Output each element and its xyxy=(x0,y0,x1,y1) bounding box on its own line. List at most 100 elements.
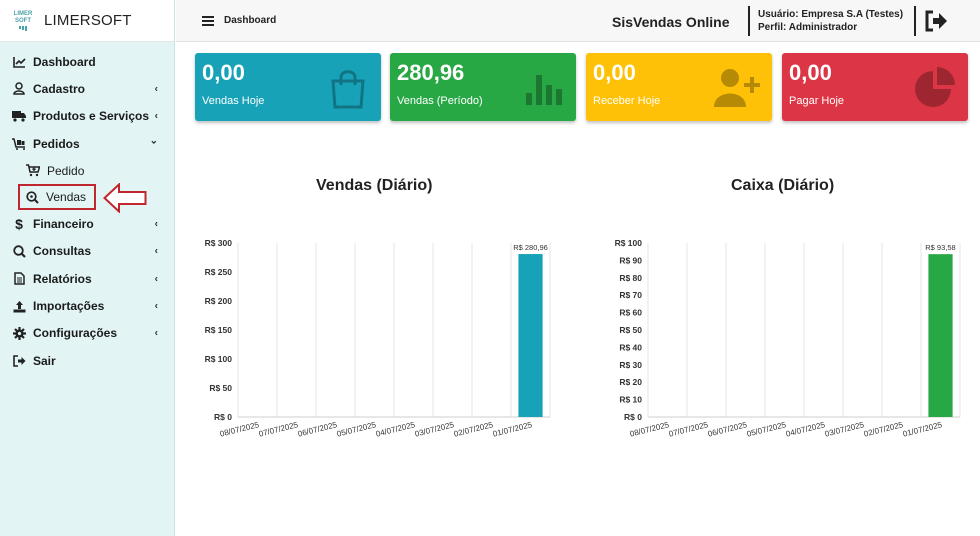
card-value: 280,96 xyxy=(397,60,465,85)
dollar-icon: $ xyxy=(15,216,23,233)
y-tick-label: R$ 200 xyxy=(205,296,233,306)
y-tick-label: R$ 40 xyxy=(619,342,642,352)
brand-logo: LIMER SOFT xyxy=(8,6,38,36)
chevron-left-icon: ‹ xyxy=(154,110,158,122)
y-tick-label: R$ 250 xyxy=(205,267,233,277)
card-label: Vendas Hoje xyxy=(202,95,265,107)
card-pagar-hoje[interactable]: 0,00 Pagar Hoje xyxy=(782,53,968,121)
sidebar-item-label: Financeiro xyxy=(33,217,94,232)
x-tick-label: 05/07/2025 xyxy=(336,420,378,439)
sidebar-item-configuracoes[interactable]: Configurações ‹ xyxy=(0,320,174,347)
chart-vendas-diario: R$ 0 R$ 50 R$ 100 R$ 150 R$ 200 R$ 250 R$ 300 0… xyxy=(205,238,551,439)
sidebar-item-relatorios[interactable]: Relatórios ‹ xyxy=(0,265,174,292)
sidebar-item-financeiro[interactable]: $ Financeiro ‹ xyxy=(0,210,174,237)
y-tick-label: R$ 0 xyxy=(214,412,232,422)
sidebar: LIMER SOFT LIMERSOFT Dashboard Cadastro … xyxy=(0,0,175,536)
user-icon xyxy=(12,82,26,96)
x-tick-label: 01/07/2025 xyxy=(492,420,534,439)
user-info: Usuário: Empresa S.A (Testes) Perfil: Ad… xyxy=(748,6,916,36)
brand[interactable]: LIMER SOFT LIMERSOFT xyxy=(0,0,174,42)
y-tick-label: R$ 90 xyxy=(619,255,642,265)
card-label: Pagar Hoje xyxy=(789,95,845,107)
upload-icon xyxy=(12,299,26,313)
sidebar-item-label: Produtos e Serviços xyxy=(33,109,150,124)
search-icon xyxy=(12,244,26,258)
shopping-bag-icon xyxy=(331,70,365,109)
x-tick-label: 08/07/2025 xyxy=(219,420,261,439)
chevron-left-icon: ‹ xyxy=(154,245,158,257)
sidebar-item-label: Consultas xyxy=(33,244,92,259)
user-name: Usuário: Empresa S.A (Testes) xyxy=(758,9,904,20)
sidebar-item-dashboard[interactable]: Dashboard xyxy=(0,48,174,75)
card-value: 0,00 xyxy=(202,60,245,85)
sidebar-item-label: Pedidos xyxy=(33,136,80,151)
y-tick-label: R$ 10 xyxy=(619,395,642,405)
brand-logo-text-top: LIMER xyxy=(13,10,33,17)
sidebar-item-consultas[interactable]: Consultas ‹ xyxy=(0,238,174,265)
y-tick-label: R$ 60 xyxy=(619,308,642,318)
chevron-left-icon: ‹ xyxy=(154,218,158,230)
x-tick-label: 08/07/2025 xyxy=(629,420,671,439)
truck-icon xyxy=(12,109,26,123)
brand-logo-text-bottom: SOFT xyxy=(15,17,31,24)
sidebar-item-label: Cadastro xyxy=(33,81,86,96)
gear-icon xyxy=(12,326,26,340)
x-tick-label: 07/07/2025 xyxy=(258,420,300,439)
chart-title-caixa: Caixa (Diário) xyxy=(731,177,835,194)
sidebar-item-sair[interactable]: Sair xyxy=(0,347,174,374)
sidebar-item-label: Dashboard xyxy=(33,54,96,69)
y-tick-label: R$ 70 xyxy=(619,290,642,300)
x-tick-label: 05/07/2025 xyxy=(746,420,788,439)
sidebar-item-label: Relatórios xyxy=(33,271,92,286)
chart-line-icon xyxy=(12,55,26,69)
y-tick-label: R$ 50 xyxy=(209,383,232,393)
card-vendas-hoje[interactable]: 0,00 Vendas Hoje xyxy=(195,53,381,121)
breadcrumb[interactable]: Dashboard xyxy=(224,15,277,26)
chevron-left-icon: ‹ xyxy=(154,327,158,339)
sidebar-item-pedidos[interactable]: Pedidos ⌄ xyxy=(0,130,174,157)
y-tick-label: R$ 300 xyxy=(205,238,233,248)
x-tick-label: 02/07/2025 xyxy=(453,420,495,439)
y-tick-label: R$ 150 xyxy=(205,325,233,335)
top-header: Dashboard SisVendas Online Usuário: Empr… xyxy=(176,0,980,42)
x-tick-label: 01/07/2025 xyxy=(902,420,944,439)
cart-plus-icon xyxy=(26,164,40,178)
sidebar-item-produtos-servicos[interactable]: Produtos e Serviços ‹ xyxy=(0,103,174,130)
sidebar-item-importacoes[interactable]: Importações ‹ xyxy=(0,292,174,319)
x-tick-label: 03/07/2025 xyxy=(824,420,866,439)
file-icon xyxy=(12,272,26,286)
card-vendas-periodo[interactable]: 280,96 Vendas (Período) xyxy=(390,53,576,121)
card-value: 0,00 xyxy=(789,60,832,85)
y-tick-label: R$ 20 xyxy=(619,377,642,387)
highlight-arrow-icon xyxy=(103,183,147,213)
x-tick-label: 02/07/2025 xyxy=(863,420,905,439)
user-plus-icon xyxy=(714,69,760,107)
sign-out-icon xyxy=(12,354,26,368)
sidebar-item-cadastro[interactable]: Cadastro ‹ xyxy=(0,75,174,102)
app-title: SisVendas Online xyxy=(612,14,730,30)
x-tick-label: 04/07/2025 xyxy=(375,420,417,439)
x-tick-label: 07/07/2025 xyxy=(668,420,710,439)
hamburger-menu-icon[interactable] xyxy=(202,15,214,26)
search-dollar-icon xyxy=(26,190,39,204)
y-tick-label: R$ 50 xyxy=(619,325,642,335)
x-tick-label: 03/07/2025 xyxy=(414,420,456,439)
chevron-down-icon: ⌄ xyxy=(149,135,158,147)
logout-button[interactable] xyxy=(924,9,950,33)
sidebar-item-label: Configurações xyxy=(33,326,118,341)
sidebar-item-label: Pedido xyxy=(47,163,85,178)
card-receber-hoje[interactable]: 0,00 Receber Hoje xyxy=(586,53,772,121)
sidebar-item-label: Vendas xyxy=(46,190,87,205)
card-value: 0,00 xyxy=(593,60,636,85)
chart-bar xyxy=(928,254,953,417)
x-tick-label: 06/07/2025 xyxy=(707,420,749,439)
bar-chart-icon xyxy=(526,75,562,105)
sidebar-item-pedido[interactable]: Pedido xyxy=(0,157,174,184)
brand-name: LIMERSOFT xyxy=(44,12,132,29)
chart-bar xyxy=(518,254,543,417)
sidebar-menu: Dashboard Cadastro ‹ Produtos e Serviços… xyxy=(0,42,174,374)
x-tick-label: 06/07/2025 xyxy=(297,420,339,439)
sidebar-item-vendas[interactable]: Vendas xyxy=(18,184,96,211)
y-tick-label: R$ 30 xyxy=(619,360,642,370)
x-tick-label: 04/07/2025 xyxy=(785,420,827,439)
